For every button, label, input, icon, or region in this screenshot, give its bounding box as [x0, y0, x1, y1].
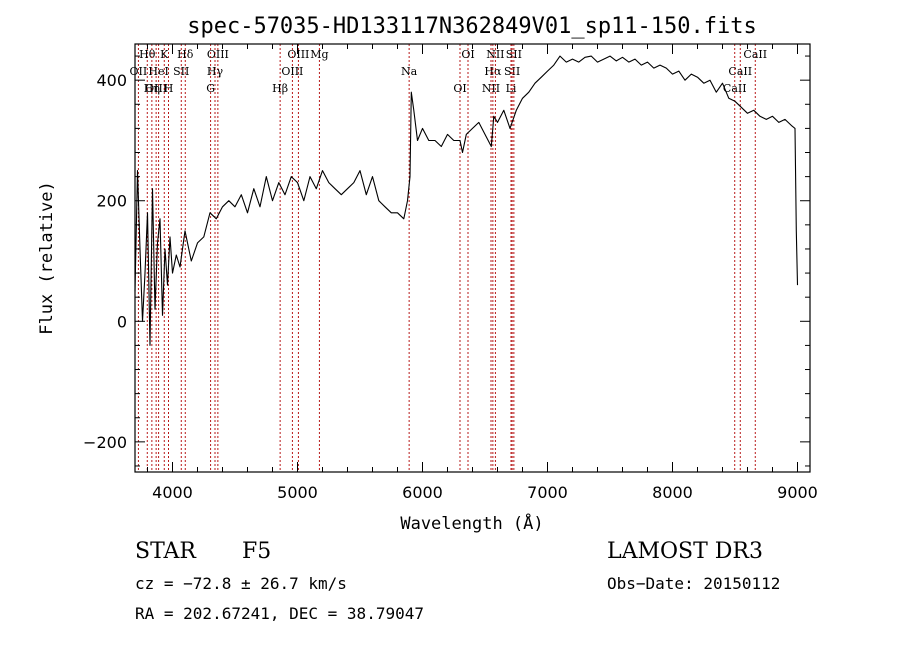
survey-name: LAMOST DR3: [607, 539, 763, 564]
line-label: SII: [173, 65, 189, 78]
line-label: OI: [453, 82, 466, 95]
axis-ticks: [135, 44, 810, 472]
object-class: STAR: [135, 539, 196, 564]
x-tick-label: 8000: [652, 483, 693, 502]
line-label: CaII: [743, 48, 767, 61]
line-label: Li: [506, 82, 517, 95]
y-tick-label: −200: [83, 433, 127, 452]
line-label: Hα: [484, 65, 502, 78]
velocity-readout: cz = −72.8 ± 26.7 km/s: [135, 574, 347, 593]
line-label: SII: [504, 65, 520, 78]
y-tick-label: 0: [117, 312, 127, 331]
x-axis-label: Wavelength (Å): [400, 512, 543, 534]
line-label: NII: [486, 48, 504, 61]
line-label: OIII: [145, 82, 167, 95]
x-tick-label: 7000: [527, 483, 568, 502]
line-label: H: [164, 82, 174, 95]
line-label: G: [206, 82, 215, 95]
line-label: CaII: [728, 65, 752, 78]
line-label: OIII: [287, 48, 309, 61]
chart-title: spec-57035-HD133117N362849V01_sp11-150.f…: [187, 14, 757, 39]
line-label: Hθ: [139, 48, 156, 61]
line-label: K: [160, 48, 169, 61]
line-label: HeI: [148, 65, 168, 78]
line-label: Na: [401, 65, 418, 78]
x-tick-label: 6000: [402, 483, 443, 502]
line-label: Mg: [310, 48, 328, 61]
line-label: OII: [130, 65, 148, 78]
y-tick-label: 200: [96, 192, 127, 211]
line-label: NII: [482, 82, 500, 95]
line-label: OIII: [207, 48, 229, 61]
line-label: OI: [461, 48, 474, 61]
series-line: [134, 55, 799, 346]
series-layer: [134, 55, 799, 346]
x-tick-label: 9000: [777, 483, 818, 502]
subclass: F5: [242, 539, 272, 564]
obs-date: Obs−Date: 20150112: [607, 574, 781, 593]
line-label: Hη: [144, 82, 160, 95]
line-label: Hγ: [207, 65, 224, 78]
line-label: Hδ: [177, 48, 194, 61]
plot-frame: [134, 43, 811, 473]
coordinates: RA = 202.67241, DEC = 38.79047: [135, 604, 424, 623]
emission-lines: HθOIIOIIIKHeIHηHδSIIHOIIIHγGOIIIOIIIHβMg…: [130, 44, 767, 472]
line-label: OIII: [281, 65, 303, 78]
x-tick-label: 5000: [277, 483, 318, 502]
y-axis-label: Flux (relative): [37, 181, 57, 335]
line-label: SII: [506, 48, 522, 61]
line-label: CaII: [723, 82, 747, 95]
tick-labels: 4000 5000 6000 7000 8000 9000 −200 0 200 400: [83, 71, 818, 502]
line-label: Hβ: [272, 82, 288, 95]
y-tick-label: 400: [96, 71, 127, 90]
x-tick-label: 4000: [152, 483, 193, 502]
